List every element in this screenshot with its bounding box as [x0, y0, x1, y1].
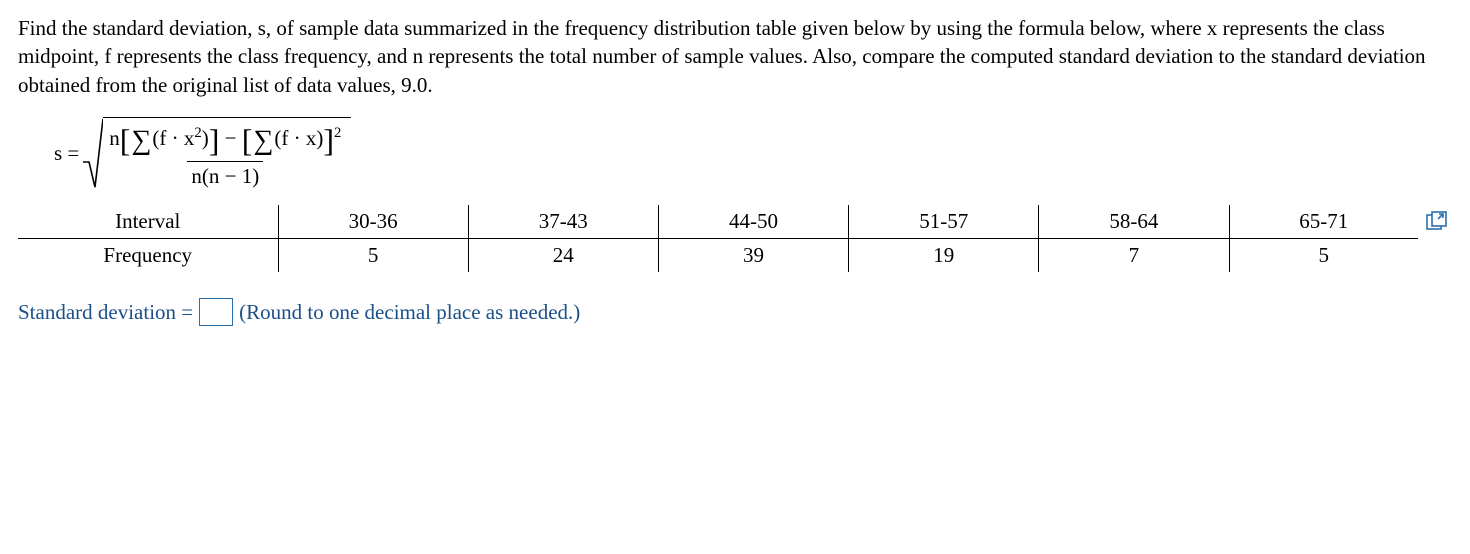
sqrt-expression: n[∑(f · x2)] − [∑(f · x)]2 n(n − 1)	[81, 117, 351, 189]
table-row: Interval 30-36 37-43 44-50 51-57 58-64 6…	[18, 205, 1418, 239]
interval-cell: 65-71	[1229, 205, 1418, 239]
popout-icon[interactable]	[1426, 211, 1448, 237]
interval-cell: 51-57	[849, 205, 1039, 239]
table-row: Frequency 5 24 39 19 7 5	[18, 239, 1418, 273]
answer-row: Standard deviation = (Round to one decim…	[18, 298, 1452, 326]
formula: s = n[∑(f · x2)] − [∑(f · x)]2 n(n − 1)	[54, 117, 1452, 189]
frequency-cell: 19	[849, 239, 1039, 273]
standard-deviation-input[interactable]	[199, 298, 233, 326]
formula-lhs: s =	[54, 141, 79, 166]
row-label-interval: Interval	[18, 205, 278, 239]
radical-icon	[81, 117, 103, 189]
frequency-cell: 5	[1229, 239, 1418, 273]
interval-cell: 58-64	[1039, 205, 1229, 239]
row-label-frequency: Frequency	[18, 239, 278, 273]
problem-statement: Find the standard deviation, s, of sampl…	[18, 14, 1452, 99]
denominator: n(n − 1)	[187, 161, 263, 189]
fraction: n[∑(f · x2)] − [∑(f · x)]2 n(n − 1)	[105, 122, 345, 189]
numerator: n[∑(f · x2)] − [∑(f · x)]2	[105, 122, 345, 161]
rounding-hint: (Round to one decimal place as needed.)	[239, 300, 580, 325]
frequency-cell: 39	[658, 239, 848, 273]
answer-label: Standard deviation =	[18, 300, 193, 325]
interval-cell: 37-43	[468, 205, 658, 239]
interval-cell: 44-50	[658, 205, 848, 239]
frequency-table: Interval 30-36 37-43 44-50 51-57 58-64 6…	[18, 205, 1418, 272]
frequency-cell: 7	[1039, 239, 1229, 273]
frequency-cell: 5	[278, 239, 468, 273]
frequency-cell: 24	[468, 239, 658, 273]
interval-cell: 30-36	[278, 205, 468, 239]
